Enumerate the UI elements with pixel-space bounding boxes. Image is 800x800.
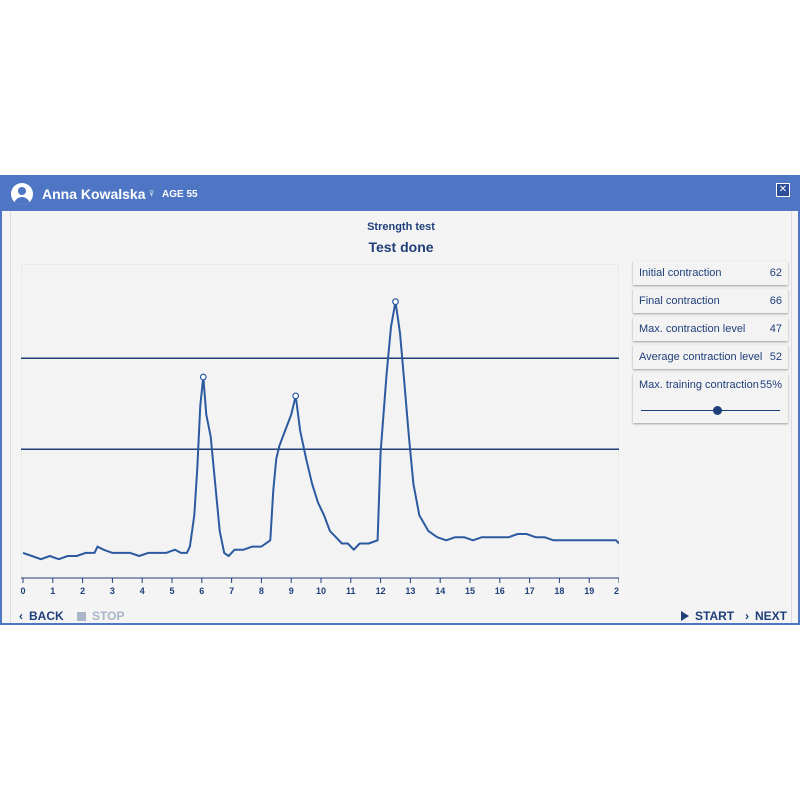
stat-final-contraction: Final contraction 66 bbox=[633, 289, 788, 313]
stat-label: Average contraction level bbox=[639, 351, 763, 363]
x-tick-label: 16 bbox=[495, 586, 505, 596]
main-content: Strength test Test done 0 1 2 3 4 5 6 7 8 9 10 11 12… bbox=[10, 211, 792, 623]
peak-marker bbox=[292, 392, 300, 400]
close-icon[interactable]: ✕ bbox=[776, 183, 790, 197]
start-button[interactable]: START bbox=[681, 609, 734, 623]
x-tick-label: 15 bbox=[465, 586, 475, 596]
play-icon bbox=[681, 611, 689, 621]
training-slider-thumb[interactable] bbox=[713, 406, 723, 415]
x-tick-label: 17 bbox=[525, 586, 535, 596]
stats-panel: Initial contraction 62 Final contraction… bbox=[633, 261, 788, 427]
test-subtitle: Strength test bbox=[367, 221, 435, 233]
back-label: BACK bbox=[29, 609, 64, 623]
title-bar: Anna Kowalska ♀ AGE 55 ✕ bbox=[2, 177, 798, 211]
training-slider-track[interactable] bbox=[641, 410, 780, 411]
female-icon: ♀ bbox=[147, 186, 156, 200]
stat-label: Max. training contraction bbox=[639, 379, 759, 391]
next-button[interactable]: › NEXT bbox=[745, 609, 787, 623]
x-tick-label: 7 bbox=[229, 586, 234, 596]
x-tick-label: 12 bbox=[376, 586, 386, 596]
next-label: NEXT bbox=[755, 609, 788, 623]
stat-value: 55% bbox=[759, 379, 782, 391]
contraction-chart: 01234567891011121314151617181920 bbox=[21, 264, 619, 608]
patient-age: AGE 55 bbox=[162, 189, 198, 200]
x-tick-label: 5 bbox=[169, 586, 174, 596]
stat-max-training-contraction: Max. training contraction 55% bbox=[633, 373, 788, 423]
x-tick-label: 2 bbox=[80, 586, 85, 596]
series-line bbox=[22, 300, 619, 561]
stat-value: 52 bbox=[769, 351, 782, 363]
stop-label: STOP bbox=[92, 609, 125, 623]
footer-bar: ‹ BACK STOP START › NEXT bbox=[11, 609, 791, 633]
chevron-left-icon: ‹ bbox=[19, 609, 23, 623]
stat-label: Max. contraction level bbox=[639, 323, 746, 335]
stat-value: 47 bbox=[769, 323, 782, 335]
stop-button[interactable]: STOP bbox=[77, 609, 124, 623]
patient-name: Anna Kowalska bbox=[42, 186, 146, 202]
stat-average-contraction-level: Average contraction level 52 bbox=[633, 345, 788, 369]
stop-icon bbox=[77, 612, 86, 621]
x-tick-label: 13 bbox=[405, 586, 415, 596]
contraction-chart-svg: 01234567891011121314151617181920 bbox=[21, 264, 619, 596]
x-tick-label: 11 bbox=[346, 586, 356, 596]
avatar-icon[interactable] bbox=[11, 183, 33, 205]
back-button[interactable]: ‹ BACK bbox=[19, 609, 64, 623]
x-tick-label: 0 bbox=[21, 586, 26, 596]
stat-label: Final contraction bbox=[639, 295, 720, 307]
x-tick-label: 6 bbox=[199, 586, 204, 596]
peak-marker bbox=[392, 298, 399, 306]
x-tick-label: 1 bbox=[50, 586, 55, 596]
x-tick-label: 9 bbox=[289, 586, 294, 596]
test-status: Test done bbox=[368, 239, 434, 255]
test-window: Anna Kowalska ♀ AGE 55 ✕ Strength test T… bbox=[0, 175, 800, 625]
start-label: START bbox=[695, 609, 735, 623]
stat-value: 62 bbox=[769, 267, 782, 279]
peak-marker bbox=[199, 373, 207, 381]
plot-area bbox=[21, 264, 619, 579]
stat-initial-contraction: Initial contraction 62 bbox=[633, 261, 788, 285]
x-tick-label: 4 bbox=[140, 586, 145, 596]
stat-value: 66 bbox=[769, 295, 782, 307]
x-tick-label: 10 bbox=[316, 586, 326, 596]
chevron-right-icon: › bbox=[745, 609, 749, 623]
stat-label: Initial contraction bbox=[639, 267, 722, 279]
x-tick-label: 8 bbox=[259, 586, 264, 596]
x-tick-label: 19 bbox=[584, 586, 594, 596]
x-tick-label: 18 bbox=[554, 586, 564, 596]
stat-max-contraction-level: Max. contraction level 47 bbox=[633, 317, 788, 341]
x-tick-label: 20 bbox=[614, 586, 619, 596]
x-tick-label: 3 bbox=[110, 586, 115, 596]
x-tick-label: 14 bbox=[435, 586, 445, 596]
